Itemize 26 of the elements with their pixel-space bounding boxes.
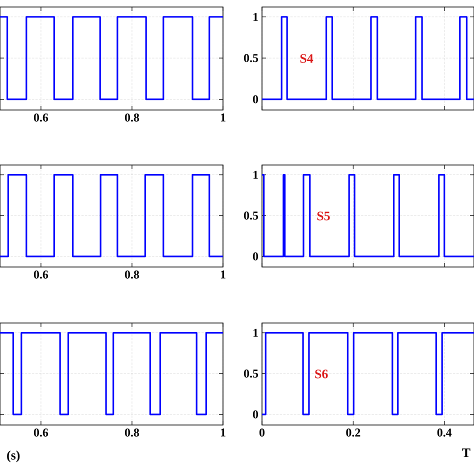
x-tick-label: 1: [220, 114, 226, 122]
y-tick-label: 1: [253, 328, 258, 337]
x-tick-label: 0.8: [124, 270, 140, 279]
x-tick-label: 0.8: [124, 114, 140, 122]
y-tick-label: 1: [253, 12, 258, 21]
x-axis-title: (s): [7, 450, 20, 462]
x-tick-label: 0.6: [34, 428, 48, 437]
x-tick-label: 0.6: [34, 114, 48, 122]
series-label: S5: [317, 212, 330, 220]
x-tick-label: 0.6: [34, 270, 48, 279]
x-tick-label: 0.2: [346, 428, 360, 437]
y-tick-label: 0: [252, 95, 258, 104]
y-tick-label: 0: [252, 410, 258, 418]
y-tick-label: 0.5: [244, 212, 258, 220]
series-label: S4: [300, 54, 314, 63]
x-tick-label: 1: [220, 428, 226, 436]
x-tick-label: 0.4: [437, 428, 452, 437]
y-tick-label: 0.5: [244, 54, 258, 62]
x-tick-label: 0.8: [124, 428, 140, 437]
y-tick-label: 1: [253, 170, 258, 179]
y-tick-label: 0.5: [244, 370, 258, 378]
series-label: S6: [315, 370, 328, 378]
x-tick-label: 1: [220, 270, 226, 278]
y-tick-label: 0: [252, 252, 258, 260]
x-tick-label: 0: [259, 428, 265, 437]
x-axis-title: T: [462, 448, 470, 457]
